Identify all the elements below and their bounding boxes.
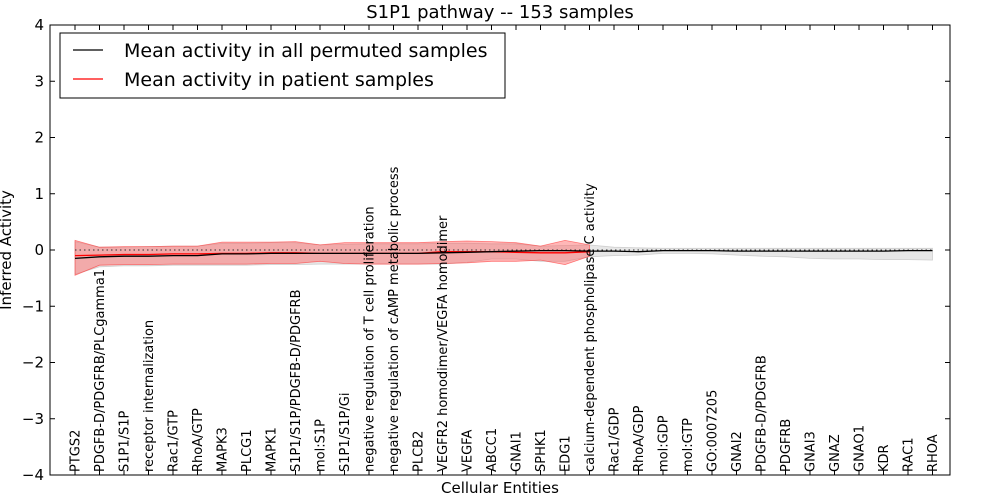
y-tick-label: −2 bbox=[22, 354, 44, 372]
x-entity-label: RHOA bbox=[926, 434, 941, 472]
y-tick-label: −4 bbox=[22, 466, 44, 484]
x-entity-label: mol:GDP bbox=[657, 415, 672, 472]
permuted-mean-line bbox=[74, 249, 933, 260]
legend-label: Mean activity in patient samples bbox=[124, 69, 434, 91]
x-entity-label: S1P1/S1P bbox=[118, 410, 133, 472]
series-lines bbox=[74, 249, 933, 260]
x-entity-label: Rac1/GTP bbox=[167, 410, 182, 472]
x-entity-label: PDGFRB bbox=[779, 419, 794, 472]
x-entity-label: Rac1/GDP bbox=[608, 407, 623, 472]
x-entity-label: SPHK1 bbox=[534, 429, 549, 472]
legend-box bbox=[59, 32, 506, 99]
x-entity-label: mol:S1P bbox=[314, 419, 329, 472]
chart-legend: Mean activity in all permuted samples Mea… bbox=[59, 32, 506, 99]
y-tick-label: 4 bbox=[34, 16, 44, 34]
x-entity-label: S1P1/S1P/PDGFB-D/PDGFRB bbox=[289, 289, 304, 472]
x-entity-label: negative regulation of T cell proliferat… bbox=[363, 206, 378, 472]
x-entity-label: PTGS2 bbox=[69, 430, 84, 472]
x-entity-label: mol:GTP bbox=[681, 418, 696, 472]
y-tick-label: 0 bbox=[34, 241, 44, 259]
x-entity-label: PDGFB-D/PDGFRB bbox=[755, 355, 770, 472]
y-tick-label: 3 bbox=[34, 72, 44, 90]
x-entity-label: EDG1 bbox=[559, 435, 574, 472]
x-entity-label: KDR bbox=[877, 444, 892, 472]
x-entity-label: VEGFR2 homodimer/VEGFA homodimer bbox=[436, 215, 451, 472]
x-entity-label: RhoA/GTP bbox=[191, 408, 206, 472]
x-entity-label: PLCB2 bbox=[412, 431, 427, 472]
x-entity-label: GNAZ bbox=[828, 434, 843, 472]
patient-samples-band bbox=[74, 239, 590, 276]
x-entity-label: GNAI1 bbox=[510, 431, 525, 472]
x-entity-label: S1P1/S1P/Gi bbox=[338, 393, 353, 472]
y-tick-label: −1 bbox=[22, 297, 44, 315]
x-axis-label: Cellular Entities bbox=[441, 479, 559, 497]
y-axis-label: Inferred Activity bbox=[0, 190, 15, 310]
x-entity-label: receptor internalization bbox=[142, 320, 157, 472]
x-entity-label: ABCC1 bbox=[485, 428, 500, 472]
x-entity-label: GO:0007205 bbox=[706, 390, 721, 472]
x-entity-label: VEGFA bbox=[461, 430, 476, 472]
x-entity-label: PDGFB-D/PDGFRB/PLCgamma1 bbox=[93, 269, 108, 472]
x-entity-label: MAPK3 bbox=[216, 427, 231, 472]
x-entity-label: negative regulation of cAMP metabolic pr… bbox=[387, 166, 402, 472]
legend-entries: Mean activity in all permuted samples Mea… bbox=[73, 40, 487, 91]
x-entity-label: GNAO1 bbox=[853, 425, 868, 472]
x-entity-label: calcium-dependent phospholipase C activi… bbox=[583, 183, 598, 472]
y-tick-label: −3 bbox=[22, 410, 44, 428]
legend-label: Mean activity in all permuted samples bbox=[124, 40, 487, 62]
chart-title: S1P1 pathway -- 153 samples bbox=[366, 2, 634, 23]
x-entity-label: GNAI3 bbox=[804, 431, 819, 472]
x-axis-entity-labels: PTGS2 PDGFB-D/PDGFRB/PLCgamma1 S1P1/S1P rec… bbox=[69, 25, 941, 475]
x-entity-label: PLCG1 bbox=[240, 429, 255, 472]
y-axis-ticks: 4 3 2 1 0 −1 −2 −3 −4 bbox=[22, 16, 950, 484]
y-tick-label: 1 bbox=[34, 185, 44, 203]
x-entity-label: MAPK1 bbox=[265, 427, 280, 472]
confidence-bands bbox=[74, 239, 933, 276]
permuted-samples-band bbox=[74, 241, 933, 275]
x-entity-label: RhoA/GDP bbox=[632, 405, 647, 472]
x-entity-label: GNAI2 bbox=[730, 431, 745, 472]
y-tick-label: 2 bbox=[34, 129, 44, 147]
x-entity-label: RAC1 bbox=[902, 437, 917, 472]
